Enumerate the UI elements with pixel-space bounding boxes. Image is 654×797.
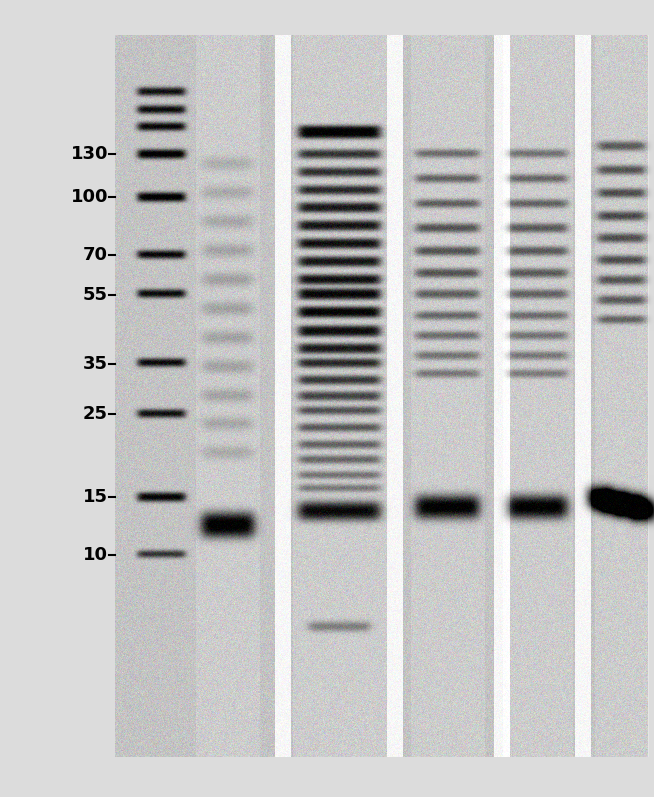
Text: 130: 130 — [71, 145, 108, 163]
Text: 35: 35 — [83, 355, 108, 372]
Text: 25: 25 — [83, 405, 108, 423]
Text: 55: 55 — [83, 286, 108, 304]
Text: 10: 10 — [83, 546, 108, 563]
Text: 100: 100 — [71, 188, 108, 206]
Text: 15: 15 — [83, 488, 108, 506]
Text: 70: 70 — [83, 246, 108, 265]
